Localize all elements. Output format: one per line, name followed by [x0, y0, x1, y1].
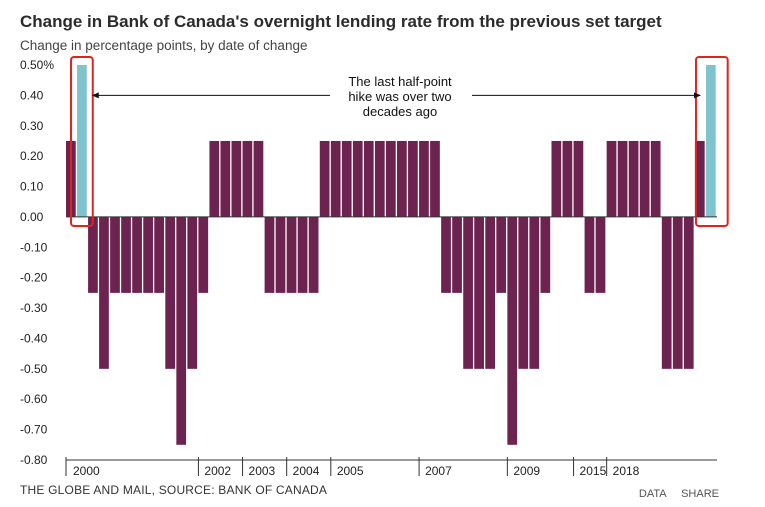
bar: [639, 140, 650, 217]
bar: [363, 140, 374, 217]
x-tick-label: 2000: [73, 464, 100, 478]
bar: [408, 140, 418, 217]
bar: [242, 140, 253, 217]
bar: [540, 216, 551, 293]
bar: [463, 216, 473, 369]
bar: [562, 140, 573, 217]
bar-chart: 0.50% 0.40 0.30 0.20 0.10 0.00 -0.10 -0.20 -0.30…: [20, 56, 729, 478]
y-tick-label: -0.50: [20, 362, 48, 376]
bar: [441, 216, 451, 293]
bar: [209, 140, 220, 217]
y-tick-label: 0.30: [20, 119, 44, 133]
y-tick-label: -0.10: [20, 240, 48, 254]
bar: [330, 140, 341, 217]
x-tick-label: 2015: [580, 464, 607, 478]
annotation-text: The last half-point: [348, 74, 452, 89]
x-tick-label: 2003: [249, 464, 276, 478]
highlighted-bar: [77, 65, 87, 217]
bar: [286, 216, 297, 293]
y-tick-label: 0.00: [20, 210, 44, 224]
bar: [474, 216, 484, 369]
bar: [220, 140, 231, 217]
bar: [132, 216, 142, 293]
bar: [430, 140, 440, 217]
bar: [308, 216, 319, 293]
y-tick-label: -0.40: [20, 331, 48, 345]
bar: [617, 140, 628, 217]
bar: [507, 216, 518, 445]
bar: [275, 216, 286, 293]
bar: [661, 216, 672, 369]
data-link[interactable]: DATA: [638, 488, 667, 500]
y-tick-label: -0.60: [20, 392, 48, 406]
bar: [518, 216, 529, 369]
bar: [606, 140, 617, 217]
annotation-text: hike was over two: [348, 89, 451, 104]
bar: [385, 140, 396, 217]
bar: [121, 216, 131, 293]
highlighted-bar: [705, 65, 716, 217]
bar: [341, 140, 352, 217]
highlight-box: [70, 56, 94, 228]
bar: [88, 216, 98, 293]
bar: [264, 216, 275, 293]
bar: [154, 216, 164, 293]
bar: [176, 216, 187, 445]
y-tick-label: -0.70: [20, 423, 48, 437]
bar: [143, 216, 153, 293]
y-tick-label: -0.80: [20, 453, 48, 467]
bar: [573, 140, 584, 217]
highlight-box: [694, 56, 729, 228]
chart-subtitle: Change in percentage points, by date of …: [20, 38, 308, 53]
bar: [397, 140, 407, 217]
bar: [374, 140, 385, 217]
bar: [165, 216, 176, 369]
y-tick-label: -0.20: [20, 271, 48, 285]
bar: [231, 140, 242, 217]
bar: [683, 216, 694, 369]
bar: [551, 140, 562, 217]
x-tick-label: 2009: [513, 464, 540, 478]
footer-links: DATA SHARE: [627, 488, 719, 500]
bar: [672, 216, 683, 369]
x-tick-label: 2005: [337, 464, 364, 478]
bar: [529, 216, 540, 369]
x-tick-label: 2004: [293, 464, 320, 478]
y-tick-label: -0.30: [20, 301, 48, 315]
y-tick-label: 0.40: [20, 88, 44, 102]
bar: [352, 140, 363, 217]
bar: [297, 216, 308, 293]
y-tick-label: 0.20: [20, 149, 44, 163]
bar: [496, 216, 507, 293]
bar: [650, 140, 661, 217]
y-tick-label: 0.10: [20, 180, 44, 194]
x-tick-label: 2002: [204, 464, 231, 478]
bar: [694, 140, 705, 217]
bar: [99, 216, 109, 369]
x-tick-label: 2018: [613, 464, 640, 478]
bar: [319, 140, 330, 217]
chart-title: Change in Bank of Canada's overnight len…: [20, 12, 662, 31]
bar: [595, 216, 606, 293]
source-credit: THE GLOBE AND MAIL, SOURCE: BANK OF CANA…: [20, 483, 328, 497]
bar: [485, 216, 496, 369]
annotation-text: decades ago: [363, 104, 437, 119]
bar: [452, 216, 462, 293]
bar: [628, 140, 639, 217]
share-link[interactable]: SHARE: [681, 488, 719, 500]
bar: [110, 216, 120, 293]
bar: [187, 216, 198, 369]
bar: [253, 140, 264, 217]
bar: [419, 140, 429, 217]
y-tick-label: 0.50%: [20, 58, 54, 72]
x-tick-label: 2007: [425, 464, 452, 478]
bar: [198, 216, 209, 293]
bar: [584, 216, 595, 293]
